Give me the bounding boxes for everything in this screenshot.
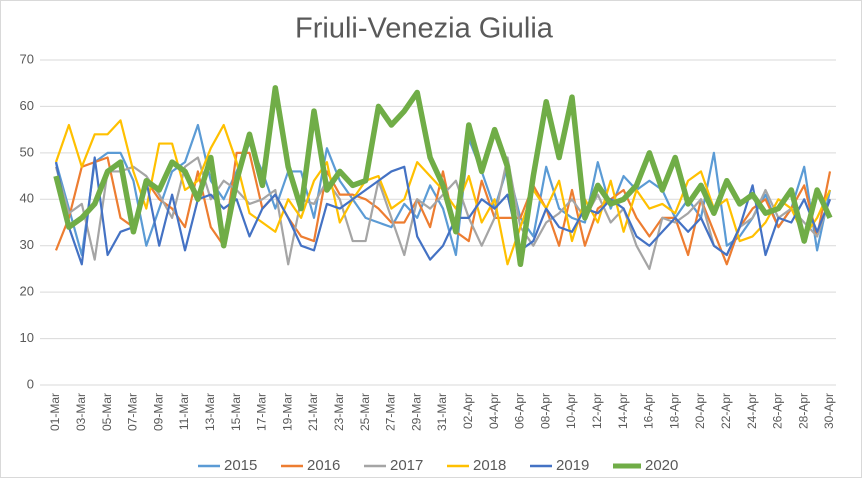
series-line: [53, 85, 833, 268]
y-tick-label: 30: [20, 237, 34, 252]
y-tick-label: 50: [20, 144, 34, 159]
x-tick-label: 31-Mar: [435, 393, 449, 431]
x-tick-label: 28-Apr: [796, 393, 810, 429]
x-tick-label: 11-Mar: [177, 393, 191, 430]
x-tick-label: 24-Apr: [745, 393, 759, 429]
y-tick-label: 0: [27, 376, 34, 391]
x-tick-label: 18-Apr: [667, 393, 681, 429]
y-tick-label: 20: [20, 284, 34, 299]
x-tick-label: 21-Mar: [306, 393, 320, 431]
x-tick-label: 23-Mar: [332, 393, 346, 431]
x-tick-label: 22-Apr: [719, 393, 733, 429]
x-tick-label: 17-Mar: [255, 393, 269, 431]
legend-label: 2016: [307, 457, 340, 474]
x-tick-label: 15-Mar: [229, 393, 243, 431]
x-tick-label: 05-Mar: [100, 393, 114, 431]
x-tick-label: 16-Apr: [642, 393, 656, 429]
x-tick-label: 25-Mar: [358, 393, 372, 431]
legend-label: 2018: [473, 457, 506, 474]
x-tick-label: 30-Apr: [822, 393, 836, 429]
x-tick-label: 10-Apr: [564, 393, 578, 429]
series-line: [54, 156, 832, 266]
x-tick-label: 01-Mar: [48, 393, 62, 431]
y-tick-label: 70: [20, 51, 34, 66]
y-tick-label: 40: [20, 191, 34, 206]
y-tick-label: 10: [20, 330, 34, 345]
x-tick-label: 02-Apr: [461, 393, 475, 429]
x-tick-label: 06-Apr: [513, 393, 527, 429]
x-tick-label: 26-Apr: [771, 393, 785, 429]
x-tick-label: 12-Apr: [590, 393, 604, 429]
x-tick-label: 07-Mar: [126, 393, 140, 431]
legend-label: 2019: [556, 457, 589, 474]
x-tick-label: 08-Apr: [538, 393, 552, 429]
x-tick-label: 14-Apr: [616, 393, 630, 429]
x-tick-label: 09-Mar: [151, 393, 165, 431]
y-tick-label: 60: [20, 98, 34, 113]
x-tick-label: 03-Mar: [74, 393, 88, 431]
legend-label: 2020: [645, 457, 678, 474]
x-tick-label: 27-Mar: [384, 393, 398, 431]
x-tick-label: 04-Apr: [487, 393, 501, 429]
x-tick-label: 19-Mar: [280, 393, 294, 431]
x-tick-label: 20-Apr: [693, 393, 707, 429]
x-tick-label: 13-Mar: [203, 393, 217, 431]
chart-title: Friuli-Venezia Giulia: [295, 13, 554, 45]
legend-label: 2015: [224, 457, 257, 474]
legend-label: 2017: [390, 457, 423, 474]
x-tick-label: 29-Mar: [409, 393, 423, 431]
